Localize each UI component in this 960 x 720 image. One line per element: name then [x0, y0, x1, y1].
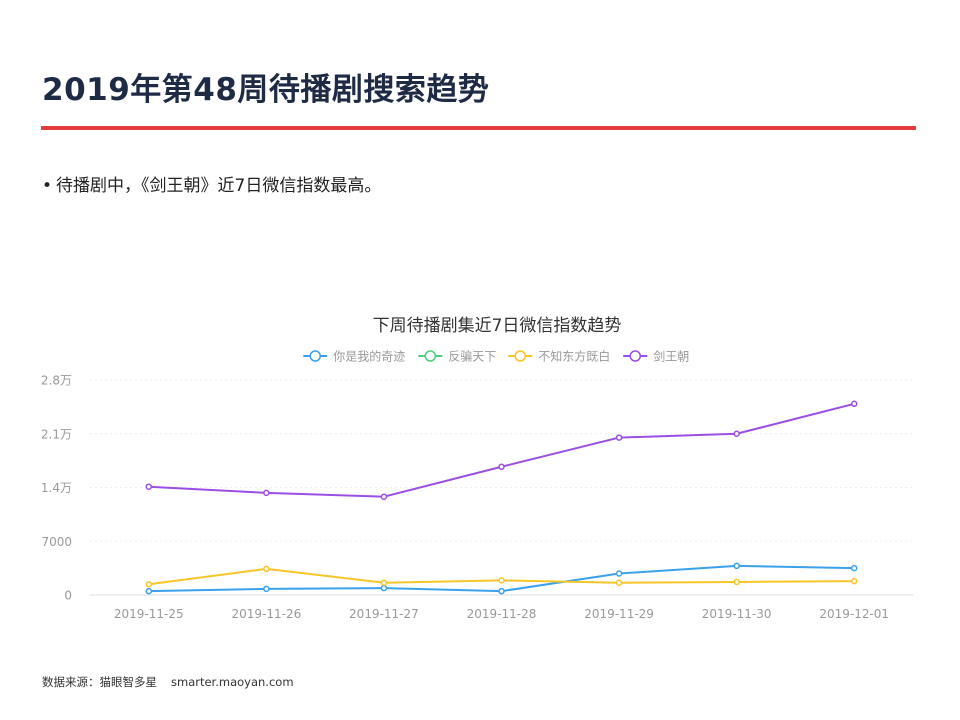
legend-marker-3[interactable]	[629, 350, 641, 362]
y-tick-label-0: 0	[64, 589, 72, 603]
legend-marker-1[interactable]	[424, 350, 436, 362]
series-0-point-4[interactable]	[615, 570, 623, 577]
legend-label-0[interactable]: 你是我的奇迹	[333, 349, 405, 364]
series-3-point-1[interactable]	[263, 489, 270, 497]
series-3-point-3[interactable]	[498, 463, 505, 471]
series-0-point-2[interactable]	[380, 584, 388, 592]
legend-label-3[interactable]: 剑王朝	[653, 349, 689, 364]
summary-bullet: • 待播剧中，《剑王朝》近7日微信指数最高。	[42, 171, 381, 196]
y-tick-label-2: 1.4万	[41, 481, 72, 495]
y-tick-label-3: 2.1万	[41, 427, 72, 441]
legend-label-1[interactable]: 反骗天下	[448, 349, 496, 364]
source-label: 数据来源：猫眼智多星	[42, 675, 157, 689]
x-tick-label-0: 2019-11-25	[114, 607, 184, 621]
series-2-point-4[interactable]	[615, 579, 623, 586]
x-tick-label-2: 2019-11-27	[349, 607, 419, 621]
series-0-point-1[interactable]	[263, 585, 270, 593]
series-3-point-2[interactable]	[380, 493, 388, 500]
series-0-point-5[interactable]	[733, 562, 740, 570]
summary-text: 待播剧中，《剑王朝》近7日微信指数最高。	[56, 176, 382, 196]
y-tick-label-1: 7000	[41, 535, 72, 549]
series-line-3	[148, 402, 855, 498]
page-title: 2019年第48周待播剧搜索趋势	[42, 72, 490, 108]
series-2-point-0[interactable]	[145, 581, 153, 588]
legend-label-2[interactable]: 不知东方既白	[538, 349, 610, 364]
legend-marker-2[interactable]	[514, 350, 526, 362]
x-tick-label-3: 2019-11-28	[467, 607, 537, 621]
chart-title: 下周待播剧集近7日微信指数趋势	[373, 316, 622, 336]
series-0-point-0[interactable]	[145, 587, 153, 595]
series-0-point-3[interactable]	[498, 587, 505, 595]
x-tick-label-5: 2019-11-30	[702, 607, 772, 621]
series-3-point-0[interactable]	[145, 483, 153, 490]
x-tick-label-4: 2019-11-29	[584, 607, 654, 621]
series-0-point-6[interactable]	[850, 564, 858, 572]
title-underline	[41, 126, 916, 130]
x-tick-label-6: 2019-12-01	[819, 607, 889, 621]
series-2-point-2[interactable]	[380, 579, 388, 586]
series-2-point-3[interactable]	[498, 577, 505, 584]
series-3-point-4[interactable]	[615, 434, 623, 441]
series-2-point-5[interactable]	[733, 578, 740, 586]
source-url[interactable]: smarter.maoyan.com	[171, 675, 294, 689]
series-3-point-5[interactable]	[733, 430, 740, 437]
series-3-point-6[interactable]	[850, 400, 858, 408]
bullet-dot: •	[42, 176, 53, 196]
series-2-point-6[interactable]	[850, 577, 858, 585]
y-tick-label-4: 2.8万	[41, 374, 72, 388]
x-tick-label-1: 2019-11-26	[231, 607, 301, 621]
series-2-point-1[interactable]	[263, 565, 270, 573]
source-note: 数据来源：猫眼智多星 smarter.maoyan.com	[42, 674, 294, 690]
legend-marker-0[interactable]	[309, 350, 321, 362]
